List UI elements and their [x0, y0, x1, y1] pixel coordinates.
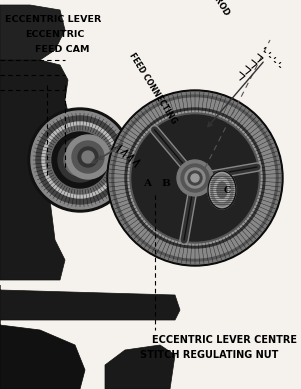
- Circle shape: [52, 132, 108, 188]
- Circle shape: [125, 108, 265, 248]
- Text: STITCH REGULATING NUT: STITCH REGULATING NUT: [140, 350, 278, 360]
- Circle shape: [82, 151, 94, 163]
- Polygon shape: [0, 5, 65, 60]
- Circle shape: [36, 116, 124, 204]
- Polygon shape: [105, 345, 175, 389]
- Circle shape: [132, 115, 258, 241]
- Polygon shape: [0, 60, 130, 280]
- Circle shape: [109, 92, 281, 264]
- Text: FEED CAM: FEED CAM: [35, 45, 89, 54]
- Circle shape: [185, 168, 205, 188]
- Circle shape: [177, 160, 213, 196]
- Circle shape: [78, 147, 98, 167]
- Text: ECCENTRIC LEVER CENTRE: ECCENTRIC LEVER CENTRE: [152, 335, 297, 345]
- Circle shape: [68, 148, 92, 172]
- Circle shape: [46, 126, 114, 194]
- Circle shape: [66, 135, 110, 179]
- Circle shape: [181, 164, 209, 192]
- Circle shape: [112, 95, 278, 261]
- Circle shape: [115, 98, 275, 258]
- Polygon shape: [0, 320, 85, 389]
- Text: FEED CONNECTING: FEED CONNECTING: [127, 51, 178, 125]
- Circle shape: [132, 115, 258, 241]
- Ellipse shape: [214, 178, 230, 202]
- Circle shape: [188, 171, 202, 185]
- Ellipse shape: [217, 182, 227, 198]
- Text: A: A: [143, 179, 151, 188]
- Circle shape: [191, 174, 199, 182]
- Text: ECCENTRIC: ECCENTRIC: [25, 30, 84, 39]
- Circle shape: [128, 111, 262, 245]
- Circle shape: [130, 113, 260, 243]
- Text: B: B: [162, 179, 170, 188]
- Ellipse shape: [208, 171, 236, 209]
- Circle shape: [107, 90, 283, 266]
- Text: ECCENTRIC LEVER: ECCENTRIC LEVER: [5, 15, 101, 24]
- Polygon shape: [0, 285, 180, 320]
- Text: CONNECTING ROD: CONNECTING ROD: [178, 0, 231, 17]
- Circle shape: [31, 111, 129, 209]
- Circle shape: [64, 144, 96, 176]
- Circle shape: [72, 141, 104, 173]
- Circle shape: [58, 138, 102, 182]
- Text: C: C: [223, 186, 231, 195]
- Circle shape: [28, 108, 132, 212]
- Ellipse shape: [211, 174, 233, 206]
- Circle shape: [42, 122, 118, 198]
